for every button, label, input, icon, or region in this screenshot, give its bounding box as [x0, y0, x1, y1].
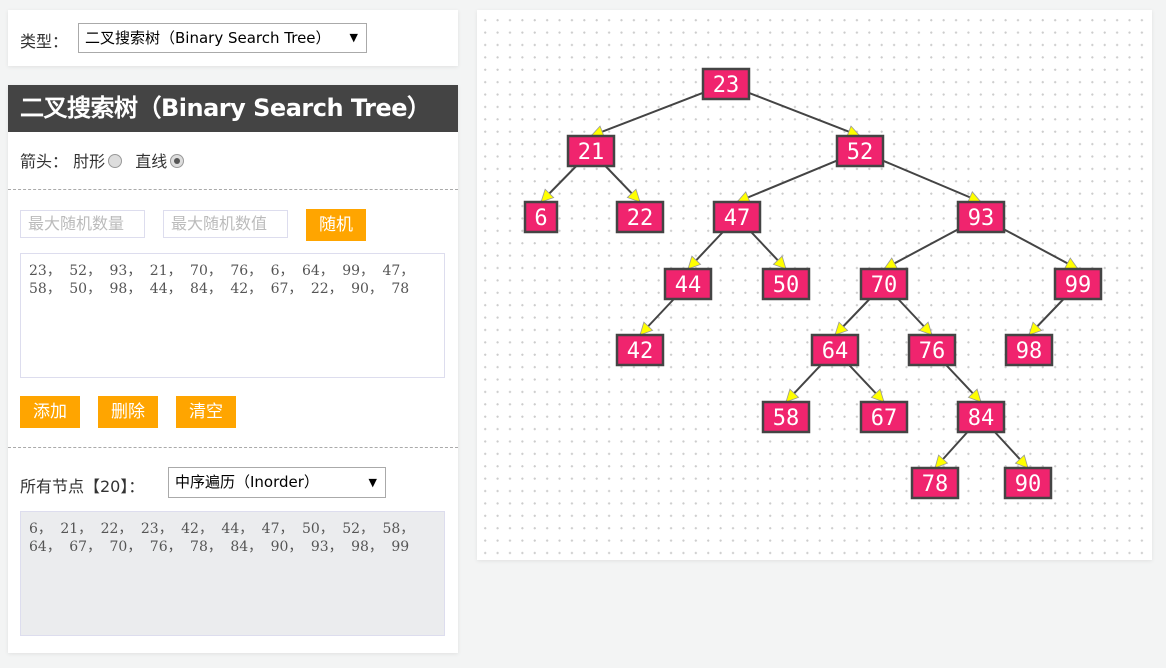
tree-node: [859, 400, 909, 434]
tree-node-label: 44: [675, 273, 702, 298]
type-select[interactable]: 二叉搜索树（Binary Search Tree） ▼: [78, 23, 367, 53]
arrowhead-icon: [626, 188, 641, 203]
tree-node-label: 22: [627, 206, 654, 231]
elbow-label: 肘形: [73, 152, 106, 171]
arrowhead-icon: [639, 321, 654, 336]
arrowhead-icon: [834, 321, 849, 336]
type-label: 类型：: [20, 32, 69, 51]
tree-node: [859, 267, 909, 301]
tree-edge: [590, 91, 704, 137]
tree-node: [1004, 333, 1054, 367]
traversal-select[interactable]: 中序遍历（Inorder） ▼: [168, 467, 386, 498]
straight-radio[interactable]: [170, 154, 185, 168]
arrowhead-icon: [967, 388, 982, 403]
tree-node: [701, 67, 751, 101]
max-count-input[interactable]: 最大随机数量: [20, 210, 145, 238]
traversal-output: 6， 21， 22， 23， 42， 44， 47， 50， 52， 58， 6…: [20, 511, 445, 636]
control-panel: 二叉搜索树（Binary Search Tree） 箭头： 肘形 直线 最大随机…: [8, 85, 458, 653]
tree-canvas[interactable]: 6 21 22 23 42 44 47 50 52 58 64 67 70 76 78 84 90 93 98 99: [477, 10, 1152, 560]
elbow-radio[interactable]: [108, 154, 123, 168]
tree-node: [712, 200, 762, 234]
arrowhead-icon: [1028, 321, 1043, 336]
arrowhead-icon: [772, 255, 787, 270]
tree-node-label: 52: [847, 140, 874, 165]
tree-node-label: 90: [1015, 472, 1042, 497]
tree-node: [910, 466, 960, 500]
tree-edge: [748, 91, 861, 137]
tree-svg: 6 21 22 23 42 44 47 50 52 58 64 67 70 76 78 84 90 93 98 99: [523, 67, 1103, 500]
values-textarea[interactable]: 23， 52， 93， 21， 70， 76， 6， 64， 99， 47， 5…: [20, 253, 445, 378]
tree-edge: [736, 159, 838, 203]
tree-edge: [882, 159, 982, 203]
tree-node: [523, 200, 559, 234]
tree-node-label: 6: [534, 206, 547, 231]
dropdown-arrow-icon: ▼: [368, 476, 377, 489]
tree-node-label: 76: [919, 339, 946, 364]
tree-node-label: 78: [922, 472, 949, 497]
tree-node: [615, 333, 665, 367]
arrowhead-icon: [934, 454, 949, 469]
tree-edge: [1003, 228, 1079, 270]
tree-node: [1003, 466, 1053, 500]
divider: [8, 189, 458, 190]
nodes-label: 所有节点【20】：: [20, 477, 145, 496]
page-title: 二叉搜索树（Binary Search Tree）: [8, 85, 458, 132]
tree-node-label: 99: [1065, 273, 1092, 298]
traversal-select-value: 中序遍历（Inorder）: [175, 473, 319, 491]
clear-button[interactable]: 清空: [176, 396, 236, 428]
tree-node-label: 67: [871, 406, 898, 431]
type-panel: 类型： 二叉搜索树（Binary Search Tree） ▼: [8, 10, 458, 66]
max-value-input[interactable]: 最大随机数值: [163, 210, 288, 238]
arrowhead-icon: [687, 255, 702, 270]
tree-node-label: 70: [871, 273, 898, 298]
arrow-style-row: 箭头： 肘形 直线: [20, 148, 192, 172]
tree-node-label: 98: [1016, 339, 1043, 364]
arrowhead-icon: [918, 321, 933, 336]
divider: [8, 447, 458, 448]
tree-node-label: 42: [627, 339, 654, 364]
tree-node: [1053, 267, 1103, 301]
tree-node: [566, 134, 616, 168]
type-select-value: 二叉搜索树（Binary Search Tree）: [85, 29, 331, 47]
add-button[interactable]: 添加: [20, 396, 80, 428]
tree-node-label: 58: [773, 406, 800, 431]
tree-node: [810, 333, 860, 367]
arrowhead-icon: [785, 388, 800, 403]
tree-node: [663, 267, 713, 301]
tree-node-label: 64: [822, 339, 849, 364]
arrowhead-icon: [540, 188, 555, 203]
tree-node-label: 93: [968, 206, 995, 231]
tree-node: [907, 333, 957, 367]
arrowhead-icon: [1014, 454, 1029, 469]
tree-edge: [883, 228, 959, 270]
tree-node: [835, 134, 885, 168]
tree-node-label: 84: [968, 406, 995, 431]
tree-node: [761, 400, 811, 434]
straight-label: 直线: [135, 152, 168, 171]
tree-node-label: 47: [724, 206, 751, 231]
arrowhead-icon: [870, 388, 885, 403]
tree-node: [956, 200, 1006, 234]
delete-button[interactable]: 删除: [98, 396, 158, 428]
dropdown-arrow-icon: ▼: [349, 31, 358, 44]
tree-node-label: 50: [773, 273, 800, 298]
tree-node-label: 21: [578, 140, 605, 165]
random-button[interactable]: 随机: [306, 209, 366, 241]
tree-node: [956, 400, 1006, 434]
tree-node: [761, 267, 811, 301]
tree-node: [615, 200, 665, 234]
tree-node-label: 23: [713, 73, 740, 98]
arrow-label: 箭头：: [20, 152, 69, 171]
